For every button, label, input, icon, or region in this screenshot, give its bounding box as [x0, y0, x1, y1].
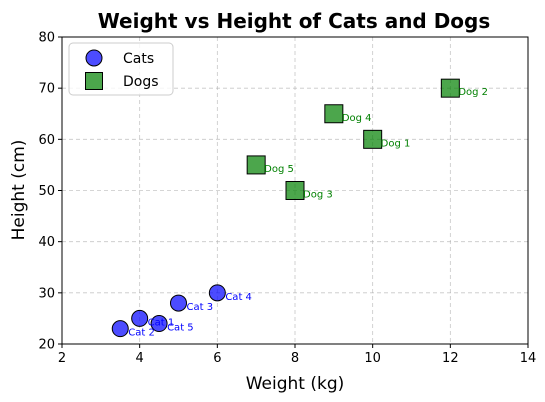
- dogs-point: [285, 181, 305, 200]
- y-tick-label: 60: [38, 133, 55, 148]
- x-tick-label: 4: [136, 351, 144, 366]
- y-tick-label: 80: [38, 31, 55, 46]
- cats-point: [150, 315, 168, 333]
- x-tick-label: 6: [213, 351, 221, 366]
- legend-cats-label: Cats: [123, 51, 154, 67]
- x-tick-label: 10: [364, 351, 381, 366]
- x-axis-label: Weight (kg): [246, 374, 345, 394]
- legend-dogs-label: Dogs: [123, 74, 159, 90]
- y-tick-label: 70: [38, 82, 55, 97]
- cats-point-label: Cat 4: [225, 292, 252, 303]
- cats-point-label: Cat 3: [187, 302, 214, 313]
- axis-ticks: 2 4 6 8 10 12 14 20 30 40 50 60 70 80: [38, 31, 536, 367]
- legend-dogs-marker: [85, 72, 103, 90]
- dogs-point: [246, 155, 266, 175]
- dogs-point-label: Dog 3: [303, 190, 333, 201]
- x-tick-label: 12: [442, 351, 459, 366]
- y-tick-label: 50: [38, 184, 55, 199]
- y-tick-label: 40: [38, 235, 55, 250]
- legend-cats-marker: [85, 49, 103, 67]
- x-tick-label: 14: [520, 351, 537, 366]
- y-tick-label: 30: [38, 286, 55, 301]
- cats-point: [111, 320, 129, 338]
- cats-point-label: Cat 1: [148, 317, 175, 328]
- legend: Cats Dogs: [68, 42, 174, 96]
- dogs-point: [440, 78, 460, 98]
- x-tick-label: 2: [58, 351, 66, 366]
- cats-point-label: Cat 5: [167, 323, 194, 334]
- y-axis-label: Height (cm): [9, 140, 29, 241]
- dogs-point: [324, 104, 344, 124]
- chart-title: Weight vs Height of Cats and Dogs: [98, 9, 491, 33]
- dogs-point-label: Dog 2: [458, 87, 488, 98]
- dogs-point-label: Dog 5: [264, 164, 294, 175]
- cats-point: [131, 309, 149, 327]
- dogs-point-label: Dog 1: [381, 138, 411, 149]
- x-tick-label: 8: [291, 351, 299, 366]
- cats-point: [170, 294, 187, 312]
- dogs-point: [363, 129, 383, 149]
- y-tick-label: 20: [38, 338, 55, 353]
- cats-point-label: Cat 2: [128, 328, 155, 339]
- cats-point: [208, 284, 226, 302]
- dogs-point-label: Dog 4: [342, 113, 372, 124]
